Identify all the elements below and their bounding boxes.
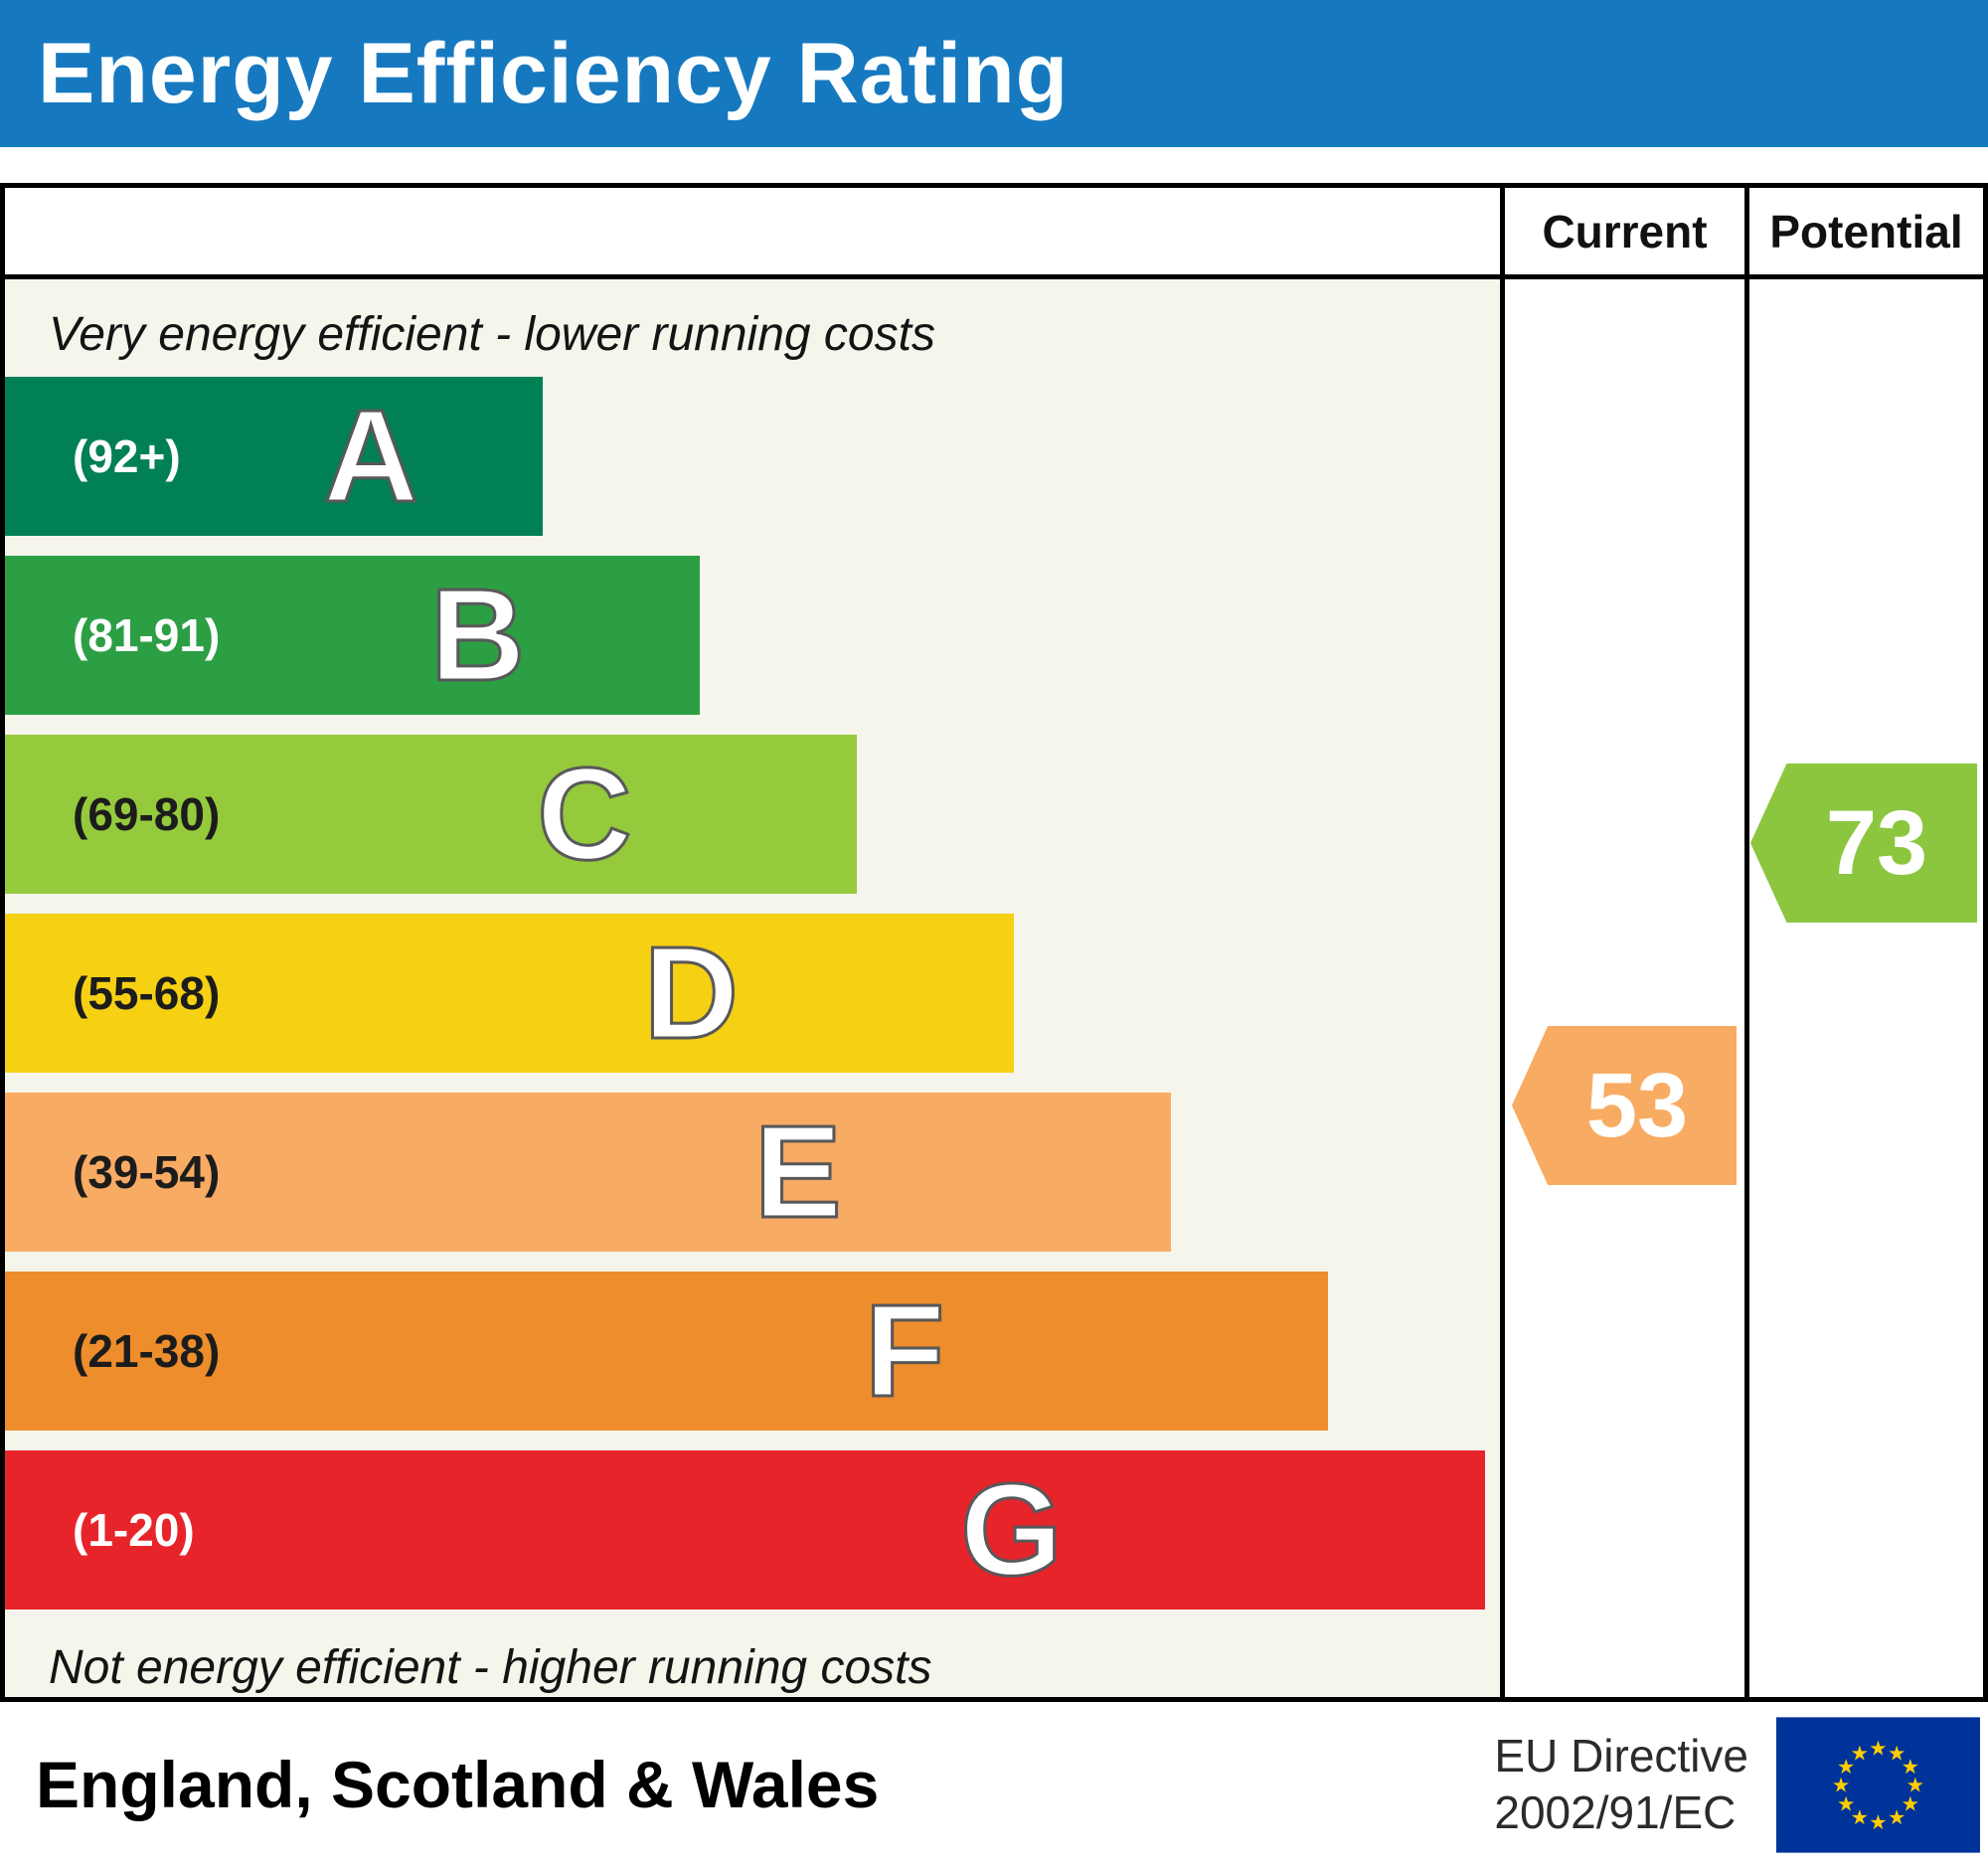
band-range-label: (81-91) (73, 609, 221, 661)
top-note: Very energy efficient - lower running co… (49, 307, 935, 361)
title-bar: Energy Efficiency Rating (0, 0, 1988, 147)
eu-directive-label: EU Directive 2002/91/EC (1494, 1728, 1748, 1842)
region-label: England, Scotland & Wales (36, 1748, 880, 1821)
band-range-label: (21-38) (73, 1325, 221, 1377)
band-letter: B (428, 562, 526, 708)
current-column-header: Current (1500, 188, 1744, 279)
band-row-g: (1-20) G (5, 1450, 1500, 1610)
svg-text:★: ★ (1851, 1741, 1869, 1765)
svg-text:★: ★ (1888, 1741, 1905, 1765)
band-row-b: (81-91) B (5, 556, 1500, 715)
band-letter: C (536, 741, 633, 887)
band-letter: D (642, 920, 740, 1066)
rating-table: Current Potential Very energy efficient … (0, 183, 1988, 1702)
band-bar-f: (21-38) F (5, 1272, 1329, 1431)
eu-directive-line2: 2002/91/EC (1494, 1786, 1737, 1838)
current-rating-value: 53 (1585, 1054, 1689, 1156)
potential-column-header: Potential (1744, 188, 1983, 279)
current-rating-column: 53 (1500, 279, 1744, 1697)
eu-flag-icon: ★ ★ ★ ★ ★ ★ ★ ★ ★ ★ ★ ★ (1776, 1716, 1980, 1853)
band-letter: G (959, 1456, 1065, 1603)
potential-rating-column: 73 (1744, 279, 1983, 1697)
band-letter: A (322, 383, 419, 529)
band-bar-b: (81-91) B (5, 556, 701, 715)
band-letter: E (752, 1099, 843, 1245)
svg-text:★: ★ (1851, 1805, 1869, 1829)
band-row-d: (55-68) D (5, 914, 1500, 1073)
page-title: Energy Efficiency Rating (38, 25, 1070, 121)
header-spacer-cell (5, 188, 1500, 279)
svg-text:★: ★ (1837, 1755, 1855, 1779)
potential-rating-pointer: 73 (1750, 764, 1977, 923)
potential-rating-value: 73 (1825, 791, 1928, 894)
bottom-note: Not energy efficient - higher running co… (49, 1640, 932, 1694)
band-letter: F (863, 1277, 946, 1424)
svg-text:★: ★ (1906, 1773, 1924, 1796)
band-range-label: (92+) (73, 430, 181, 482)
svg-text:★: ★ (1832, 1773, 1850, 1796)
band-range-label: (39-54) (73, 1146, 221, 1198)
svg-text:★: ★ (1837, 1791, 1855, 1815)
svg-text:★: ★ (1888, 1805, 1905, 1829)
footer: England, Scotland & Wales EU Directive 2… (0, 1702, 1988, 1867)
current-rating-pointer: 53 (1512, 1026, 1737, 1185)
band-range-label: (69-80) (73, 788, 221, 840)
svg-text:★: ★ (1902, 1755, 1919, 1779)
band-row-e: (39-54) E (5, 1093, 1500, 1252)
band-row-c: (69-80) C (5, 735, 1500, 894)
svg-text:★: ★ (1869, 1736, 1887, 1760)
band-row-f: (21-38) F (5, 1272, 1500, 1431)
band-range-label: (55-68) (73, 967, 221, 1019)
band-bar-e: (39-54) E (5, 1093, 1172, 1252)
band-bar-c: (69-80) C (5, 735, 858, 894)
band-range-label: (1-20) (73, 1504, 195, 1556)
svg-text:★: ★ (1902, 1791, 1919, 1815)
bands-area: Very energy efficient - lower running co… (5, 279, 1500, 1697)
band-row-a: (92+) A (5, 377, 1500, 536)
svg-text:★: ★ (1869, 1810, 1887, 1834)
eu-directive-line1: EU Directive (1494, 1729, 1748, 1782)
band-bar-a: (92+) A (5, 377, 544, 536)
band-bar-g: (1-20) G (5, 1450, 1485, 1610)
band-bar-d: (55-68) D (5, 914, 1015, 1073)
